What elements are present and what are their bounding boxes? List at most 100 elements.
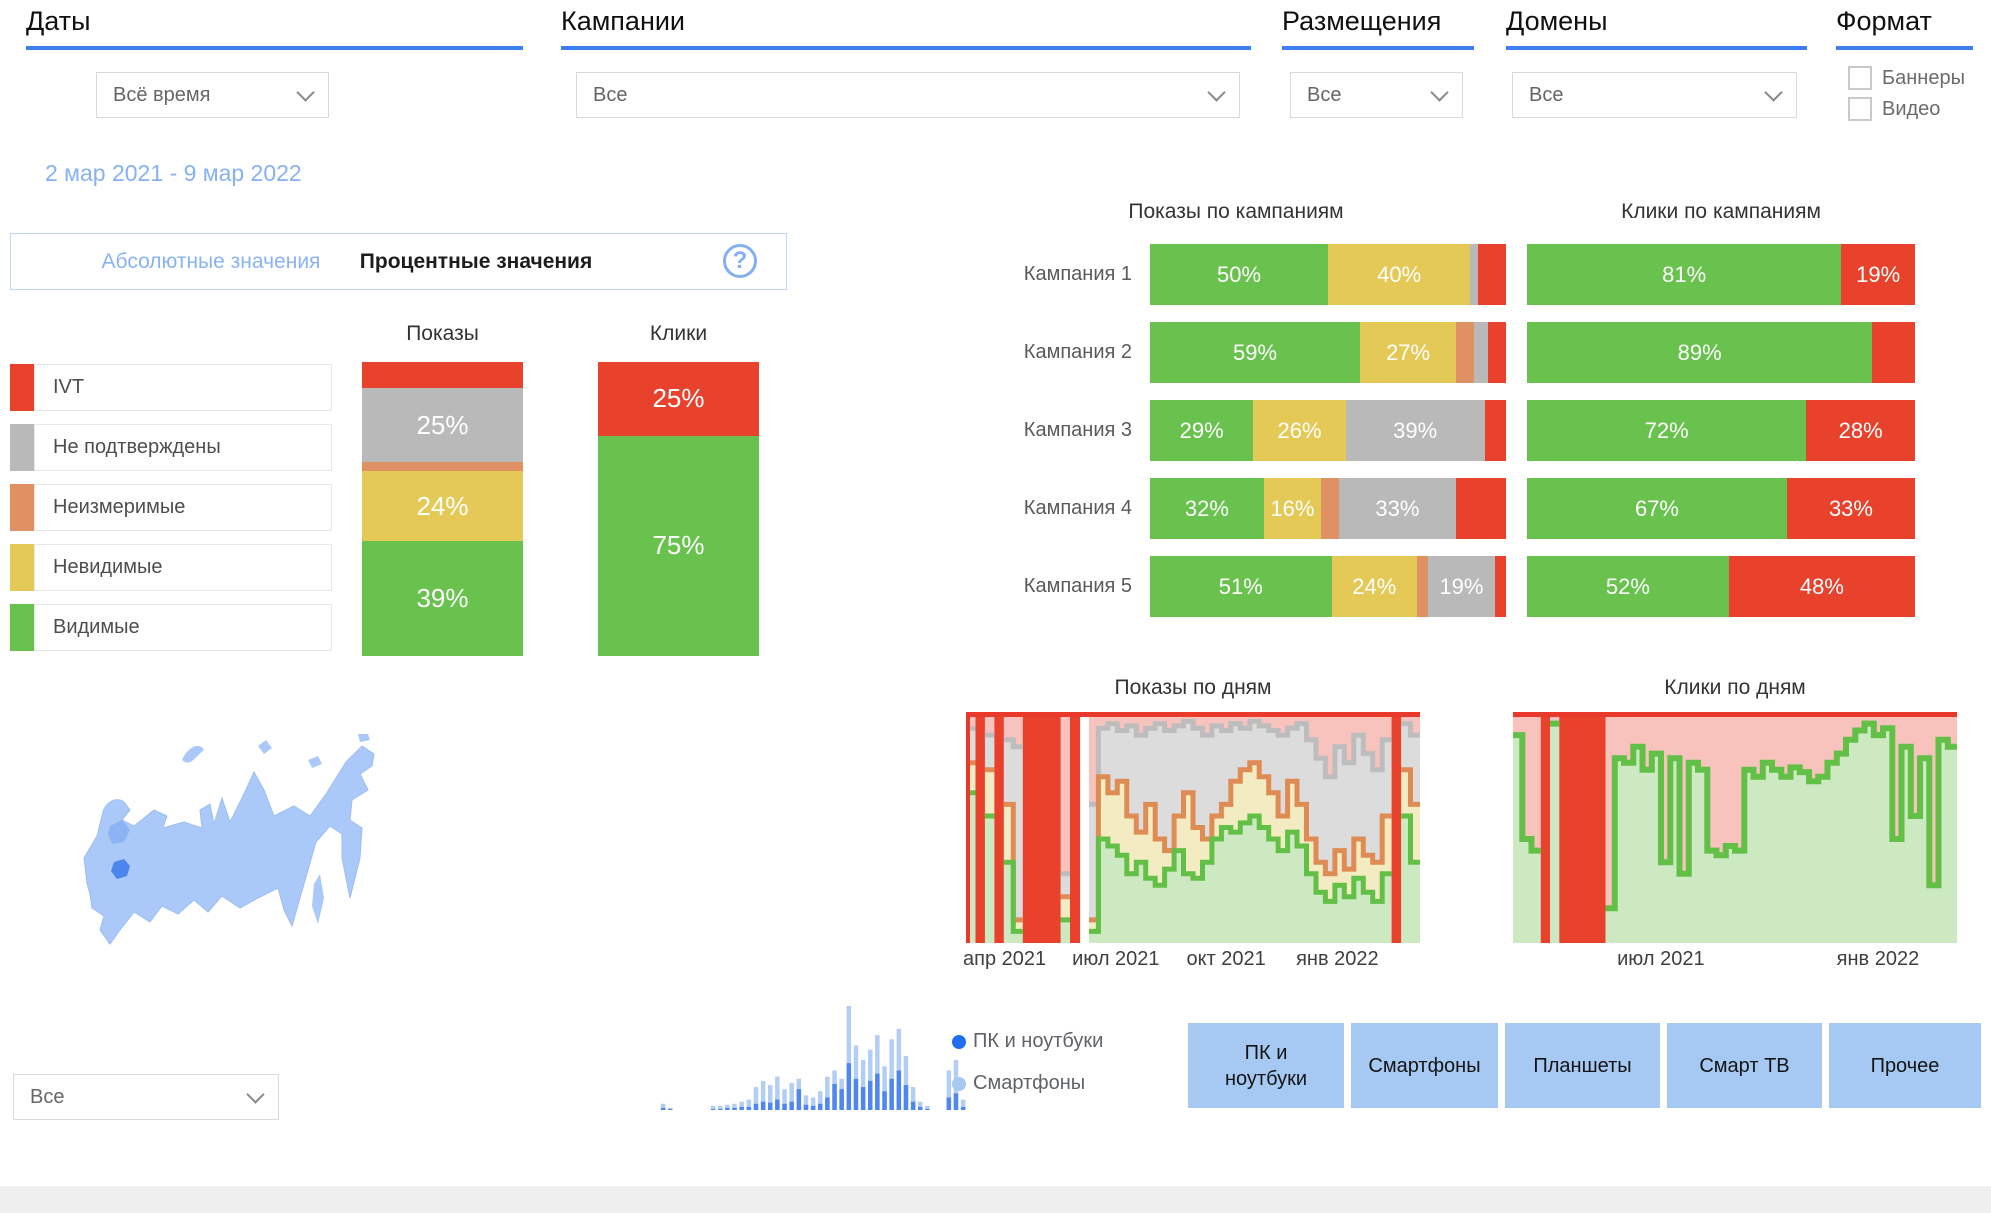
bar-segment-visible[interactable]: 29%	[1150, 400, 1254, 461]
bar-segment-visible[interactable]: 50%	[1150, 244, 1328, 305]
format-checkbox-banners[interactable]: Баннеры	[1848, 66, 1965, 90]
bottom-bar	[0, 1186, 1991, 1213]
bar-segment-unconfirmed[interactable]	[1473, 322, 1489, 383]
bar-segment-ivt[interactable]	[1484, 400, 1506, 461]
chevron-down-icon	[1430, 82, 1449, 102]
unconfirmed-color-chip	[10, 424, 34, 471]
bar-segment-unconfirmed[interactable]: 25%	[362, 388, 523, 462]
bar-segment-unconfirmed[interactable]	[1470, 244, 1478, 305]
bar-segment-invisible[interactable]: 24%	[362, 470, 523, 542]
bar-segment-visible[interactable]: 52%	[1527, 556, 1729, 617]
checkbox-icon[interactable]	[1848, 66, 1872, 90]
segment-value: 51%	[1218, 573, 1263, 599]
russia-landmass[interactable]	[83, 745, 375, 945]
dates-select-value: Всё время	[113, 83, 211, 106]
bar-segment-invisible[interactable]: 16%	[1263, 478, 1321, 539]
region-highlight-mid[interactable]	[108, 820, 130, 844]
legend-item-ivt[interactable]: IVT	[10, 364, 332, 411]
bar-segment-invisible[interactable]: 24%	[1331, 556, 1417, 617]
bar-segment-visible[interactable]: 67%	[1527, 478, 1787, 539]
placements-select-value: Все	[1307, 83, 1342, 106]
bar-segment-ivt[interactable]	[1872, 322, 1915, 383]
legend-item-invisible[interactable]: Невидимые	[10, 544, 332, 591]
bar-segment-visible[interactable]: 39%	[362, 541, 523, 656]
russia-map[interactable]	[62, 698, 624, 1010]
impressions-stacked-column[interactable]: 25% 24% 39%	[362, 362, 523, 656]
chevron-down-icon	[296, 82, 315, 102]
campaign-row: 89%	[1527, 322, 1915, 383]
dates-underline	[26, 46, 523, 50]
campaign-row: Кампания 1 50% 40%	[966, 244, 1506, 305]
filter-label-placements: Размещения	[1282, 6, 1442, 36]
bar-segment-ivt[interactable]: 25%	[598, 362, 759, 436]
legend-item-visible[interactable]: Видимые	[10, 604, 332, 651]
bar-segment-ivt[interactable]	[1456, 478, 1506, 539]
bar-segment-unmeasured[interactable]	[362, 461, 523, 471]
legend-item-unconfirmed[interactable]: Не подтверждены	[10, 424, 332, 471]
segment-value: 25%	[652, 383, 705, 414]
checkbox-icon[interactable]	[1848, 97, 1872, 121]
device-legend-pc[interactable]: ПК и ноутбуки	[952, 1030, 1103, 1053]
tab-absolute-values[interactable]: Абсолютные значения	[101, 249, 321, 273]
tab-percent-values[interactable]: Процентные значения	[359, 249, 593, 273]
bar-segment-unconfirmed[interactable]: 39%	[1345, 400, 1485, 461]
bar-segment-unmeasured[interactable]	[1456, 322, 1474, 383]
device-timeline-chart[interactable]	[568, 1006, 968, 1110]
invisible-color-chip	[10, 544, 34, 591]
bar-segment-ivt[interactable]: 19%	[1841, 244, 1915, 305]
campaigns-select[interactable]: Все	[576, 72, 1240, 118]
format-checkbox-video[interactable]: Видео	[1848, 97, 1940, 121]
campaign-clicks-chart[interactable]: 81% 19% 89% 72% 28% 67% 33% 52% 48%	[1527, 244, 1915, 634]
domains-select[interactable]: Все	[1512, 72, 1797, 118]
impressions-by-day-chart[interactable]	[966, 712, 1420, 943]
campaign-impressions-chart[interactable]: Кампания 1 50% 40% Кампания 2 59% 27% Кампания…	[966, 244, 1506, 634]
bar-segment-visible[interactable]: 59%	[1150, 322, 1361, 383]
device-button-smartphones[interactable]: Смартфоны	[1351, 1023, 1498, 1108]
impressions-x-axis: апр 2021 июл 2021 окт 2021 янв 2022	[963, 948, 1420, 974]
bar-segment-unconfirmed[interactable]: 33%	[1338, 478, 1457, 539]
campaign-bar: 32% 16% 33%	[1150, 478, 1506, 539]
bar-segment-visible[interactable]: 81%	[1527, 244, 1842, 305]
bar-segment-visible[interactable]: 75%	[598, 435, 759, 656]
bar-segment-ivt[interactable]	[1495, 556, 1506, 617]
bar-segment-visible[interactable]: 51%	[1150, 556, 1332, 617]
clicks-by-day-chart[interactable]	[1513, 712, 1957, 943]
bar-segment-ivt[interactable]: 28%	[1806, 400, 1915, 461]
help-icon[interactable]: ?	[723, 244, 757, 278]
segment-value: 72%	[1644, 417, 1689, 443]
bar-segment-ivt[interactable]: 48%	[1728, 556, 1915, 617]
bar-segment-invisible[interactable]: 27%	[1360, 322, 1457, 383]
bar-segment-unmeasured[interactable]	[1320, 478, 1339, 539]
bar-segment-ivt[interactable]: 33%	[1786, 478, 1915, 539]
campaign-row: Кампания 2 59% 27%	[966, 322, 1506, 383]
date-range-text[interactable]: 2 мар 2021 - 9 мар 2022	[45, 160, 302, 186]
placements-select[interactable]: Все	[1290, 72, 1463, 118]
clicks-stacked-column[interactable]: 25% 75%	[598, 362, 759, 656]
bar-segment-ivt[interactable]	[1488, 322, 1506, 383]
legend-item-unmeasured[interactable]: Неизмеримые	[10, 484, 332, 531]
bar-segment-unconfirmed[interactable]: 19%	[1427, 556, 1496, 617]
device-legend-smartphones[interactable]: Смартфоны	[952, 1072, 1085, 1095]
segment-value: 24%	[416, 490, 469, 521]
bar-segment-invisible[interactable]: 40%	[1328, 244, 1471, 305]
placements-underline	[1282, 46, 1474, 50]
bar-segment-visible[interactable]: 89%	[1527, 322, 1873, 383]
device-button-smarttv[interactable]: Смарт ТВ	[1667, 1023, 1822, 1108]
bar-segment-unmeasured[interactable]	[1416, 556, 1428, 617]
segment-value: 33%	[1828, 495, 1873, 521]
region-select[interactable]: Все	[13, 1074, 279, 1120]
device-button-pc[interactable]: ПК и ноутбуки	[1188, 1023, 1344, 1108]
device-button-tablets[interactable]: Планшеты	[1505, 1023, 1660, 1108]
bar-segment-visible[interactable]: 72%	[1527, 400, 1807, 461]
domains-underline	[1506, 46, 1807, 50]
region-highlight-moscow[interactable]	[111, 859, 130, 879]
bar-segment-invisible[interactable]: 26%	[1253, 400, 1346, 461]
campaign-label: Кампания 5	[1023, 575, 1132, 597]
smartphone-dot-icon	[952, 1076, 966, 1091]
dates-select[interactable]: Всё время	[96, 72, 329, 118]
bar-segment-ivt[interactable]	[1477, 244, 1506, 305]
bar-segment-ivt[interactable]	[362, 362, 523, 389]
device-button-other[interactable]: Прочее	[1829, 1023, 1981, 1108]
unmeasured-color-chip	[10, 484, 34, 531]
bar-segment-visible[interactable]: 32%	[1150, 478, 1264, 539]
